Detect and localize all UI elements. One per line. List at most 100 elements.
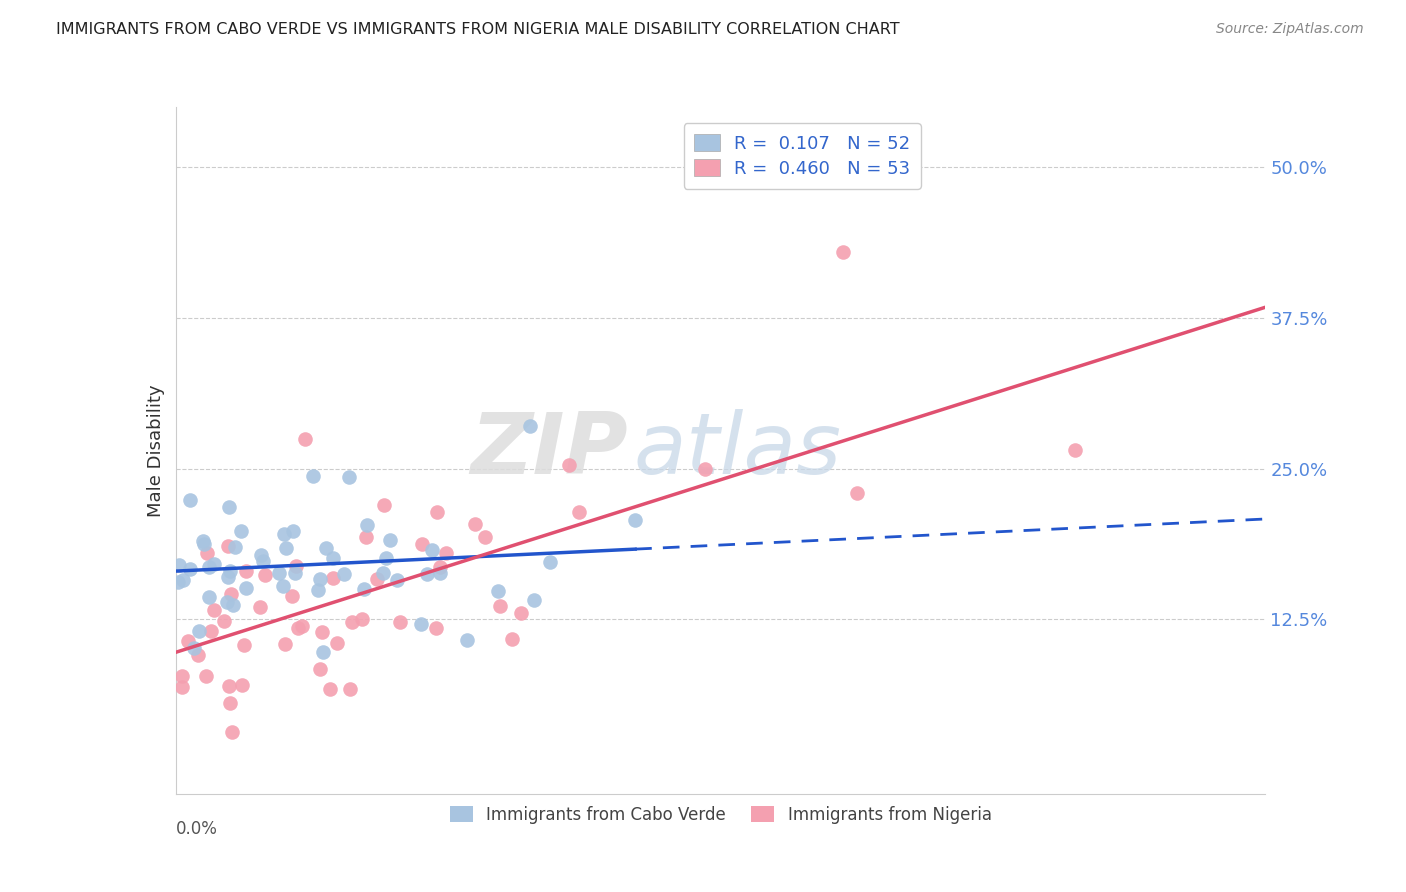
Point — [302, 468, 325, 483]
Point — [222, 599, 245, 613]
Point — [488, 599, 510, 613]
Point — [172, 681, 194, 695]
Point — [221, 725, 243, 739]
Point — [464, 516, 486, 531]
Point — [509, 606, 531, 620]
Point — [167, 558, 190, 573]
Point — [235, 564, 257, 578]
Point — [217, 570, 239, 584]
Point — [202, 603, 225, 617]
Point — [229, 524, 252, 539]
Point — [378, 533, 401, 547]
Point — [308, 572, 330, 586]
Point — [219, 564, 242, 578]
Point — [183, 640, 205, 655]
Point — [252, 554, 274, 568]
Point — [294, 432, 316, 446]
Point — [291, 619, 314, 633]
Point — [179, 562, 201, 576]
Point — [187, 648, 209, 663]
Point — [486, 583, 509, 598]
Text: IMMIGRANTS FROM CABO VERDE VS IMMIGRANTS FROM NIGERIA MALE DISABILITY CORRELATIO: IMMIGRANTS FROM CABO VERDE VS IMMIGRANTS… — [56, 22, 900, 37]
Point — [218, 679, 240, 693]
Point — [172, 669, 194, 683]
Point — [409, 616, 432, 631]
Point — [375, 550, 398, 565]
Point — [1063, 443, 1085, 458]
Point — [195, 546, 218, 560]
Point — [212, 615, 235, 629]
Point — [420, 542, 443, 557]
Point — [191, 533, 214, 548]
Point — [326, 635, 349, 649]
Point — [281, 589, 304, 603]
Point — [695, 462, 717, 476]
Point — [371, 566, 394, 580]
Point — [332, 566, 354, 581]
Point — [385, 573, 408, 587]
Point — [426, 505, 449, 519]
Point — [218, 500, 240, 515]
Text: ZIP: ZIP — [471, 409, 628, 492]
Point — [434, 546, 457, 560]
Point — [269, 566, 291, 581]
Point — [322, 550, 344, 565]
Point — [167, 574, 190, 589]
Point — [568, 505, 591, 519]
Point — [284, 558, 307, 573]
Point — [311, 624, 333, 639]
Point — [217, 595, 239, 609]
Text: Source: ZipAtlas.com: Source: ZipAtlas.com — [1216, 22, 1364, 37]
Point — [202, 558, 225, 572]
Legend: Immigrants from Cabo Verde, Immigrants from Nigeria: Immigrants from Cabo Verde, Immigrants f… — [443, 799, 998, 830]
Point — [179, 493, 201, 508]
Point — [281, 524, 304, 539]
Point — [845, 485, 868, 500]
Point — [319, 681, 342, 696]
Point — [198, 560, 221, 574]
Text: 0.0%: 0.0% — [176, 820, 218, 838]
Point — [219, 696, 242, 710]
Point — [177, 633, 200, 648]
Point — [415, 567, 437, 582]
Y-axis label: Male Disability: Male Disability — [146, 384, 165, 516]
Point — [200, 624, 222, 638]
Point — [353, 582, 375, 596]
Point — [350, 612, 373, 626]
Point — [429, 559, 451, 574]
Point — [354, 530, 377, 544]
Point — [456, 633, 478, 648]
Point — [232, 638, 254, 652]
Point — [832, 244, 855, 259]
Point — [501, 632, 523, 647]
Point — [271, 579, 294, 593]
Point — [219, 587, 242, 601]
Point — [624, 513, 647, 527]
Point — [342, 615, 364, 629]
Point — [231, 678, 253, 692]
Point — [474, 531, 496, 545]
Point — [274, 637, 297, 651]
Point — [429, 566, 451, 581]
Point — [172, 573, 194, 587]
Point — [287, 621, 309, 635]
Point — [307, 582, 329, 597]
Point — [284, 566, 307, 581]
Point — [193, 536, 215, 550]
Point — [322, 571, 344, 585]
Point — [337, 469, 360, 483]
Point — [411, 536, 433, 550]
Point — [538, 555, 561, 569]
Point — [312, 645, 335, 659]
Text: atlas: atlas — [633, 409, 841, 492]
Point — [224, 540, 246, 554]
Point — [217, 539, 239, 553]
Point — [389, 615, 412, 629]
Point — [253, 567, 276, 582]
Point — [519, 419, 541, 434]
Point — [309, 661, 332, 675]
Point — [273, 527, 295, 541]
Point — [356, 517, 378, 532]
Point — [339, 681, 361, 696]
Point — [249, 600, 271, 615]
